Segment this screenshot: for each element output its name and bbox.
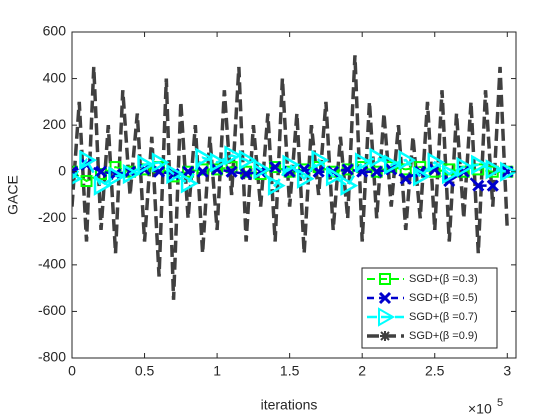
legend-label: SGD+(β =0.7) bbox=[409, 311, 478, 323]
y-axis-label: GACE bbox=[5, 175, 21, 215]
marker bbox=[412, 166, 431, 187]
marker bbox=[383, 154, 402, 175]
marker bbox=[240, 165, 253, 178]
legend-label: SGD+(β =0.3) bbox=[409, 273, 478, 285]
x-tick-label: 1.5 bbox=[280, 363, 300, 379]
marker bbox=[151, 152, 170, 173]
legend: SGD+(β =0.3) SGD+(β =0.5) SGD+(β =0.7) SGD+… bbox=[361, 267, 498, 349]
marker bbox=[93, 175, 112, 196]
legend-label: SGD+(β =0.5) bbox=[409, 292, 478, 304]
marker bbox=[472, 179, 485, 192]
y-tick-label: -600 bbox=[38, 302, 66, 318]
marker bbox=[224, 145, 243, 166]
marker bbox=[79, 149, 98, 171]
series bbox=[72, 55, 510, 300]
marker bbox=[196, 165, 209, 178]
marker bbox=[95, 168, 108, 181]
marker bbox=[80, 175, 93, 188]
marker bbox=[354, 152, 373, 173]
marker bbox=[269, 160, 282, 174]
marker bbox=[282, 154, 301, 175]
marker bbox=[456, 156, 475, 178]
marker bbox=[122, 163, 141, 185]
x-tick-label: 0.5 bbox=[135, 363, 155, 379]
legend-marker bbox=[378, 307, 396, 327]
marker bbox=[398, 149, 417, 171]
x-tick-label: 3 bbox=[503, 363, 511, 379]
marker bbox=[137, 154, 156, 175]
y-tick-label: 0 bbox=[58, 162, 66, 178]
marker bbox=[486, 179, 499, 192]
x-tick-label: 1 bbox=[213, 363, 221, 379]
marker bbox=[296, 168, 315, 189]
marker bbox=[240, 167, 253, 181]
series bbox=[72, 145, 516, 196]
marker bbox=[399, 172, 412, 185]
marker bbox=[209, 152, 228, 173]
axes-box bbox=[71, 31, 517, 359]
marker bbox=[369, 147, 388, 168]
y-tick-label: 400 bbox=[43, 69, 67, 85]
x-axis-label: iterations bbox=[261, 397, 318, 413]
series-line bbox=[72, 154, 508, 188]
x-exponent: 5 bbox=[497, 397, 503, 409]
series-line bbox=[72, 55, 510, 300]
marker bbox=[253, 159, 272, 180]
y-tick-label: 600 bbox=[43, 23, 67, 39]
marker bbox=[166, 163, 185, 185]
y-tick-label: -800 bbox=[38, 349, 66, 365]
marker bbox=[196, 163, 209, 176]
marker bbox=[72, 172, 83, 185]
marker bbox=[225, 165, 238, 178]
marker bbox=[340, 175, 359, 196]
marker bbox=[500, 161, 516, 182]
marker bbox=[108, 166, 127, 187]
x-multiplier: ×10 bbox=[468, 401, 492, 417]
marker bbox=[485, 159, 504, 180]
marker bbox=[370, 165, 383, 178]
marker bbox=[180, 173, 199, 194]
marker bbox=[94, 165, 108, 178]
marker bbox=[267, 175, 286, 196]
marker bbox=[427, 152, 446, 173]
legend-label: SGD+(β =0.9) bbox=[409, 330, 478, 342]
marker bbox=[471, 154, 489, 175]
legend-marker bbox=[380, 331, 390, 341]
marker bbox=[195, 147, 214, 168]
marker bbox=[312, 165, 325, 178]
x-tick-label: 2 bbox=[358, 363, 366, 379]
y-tick-label: 200 bbox=[43, 116, 67, 132]
marker bbox=[238, 149, 257, 171]
x-tick-label: 2.5 bbox=[425, 363, 445, 379]
marker bbox=[311, 149, 330, 171]
y-tick-label: -200 bbox=[38, 209, 66, 225]
marker bbox=[325, 166, 344, 187]
legend-marker bbox=[378, 291, 392, 305]
legend-marker bbox=[379, 273, 391, 285]
y-tick-label: -400 bbox=[38, 256, 66, 272]
marker bbox=[341, 163, 354, 176]
marker bbox=[442, 163, 460, 185]
x-tick-label: 0 bbox=[68, 363, 76, 379]
marker bbox=[269, 161, 282, 174]
